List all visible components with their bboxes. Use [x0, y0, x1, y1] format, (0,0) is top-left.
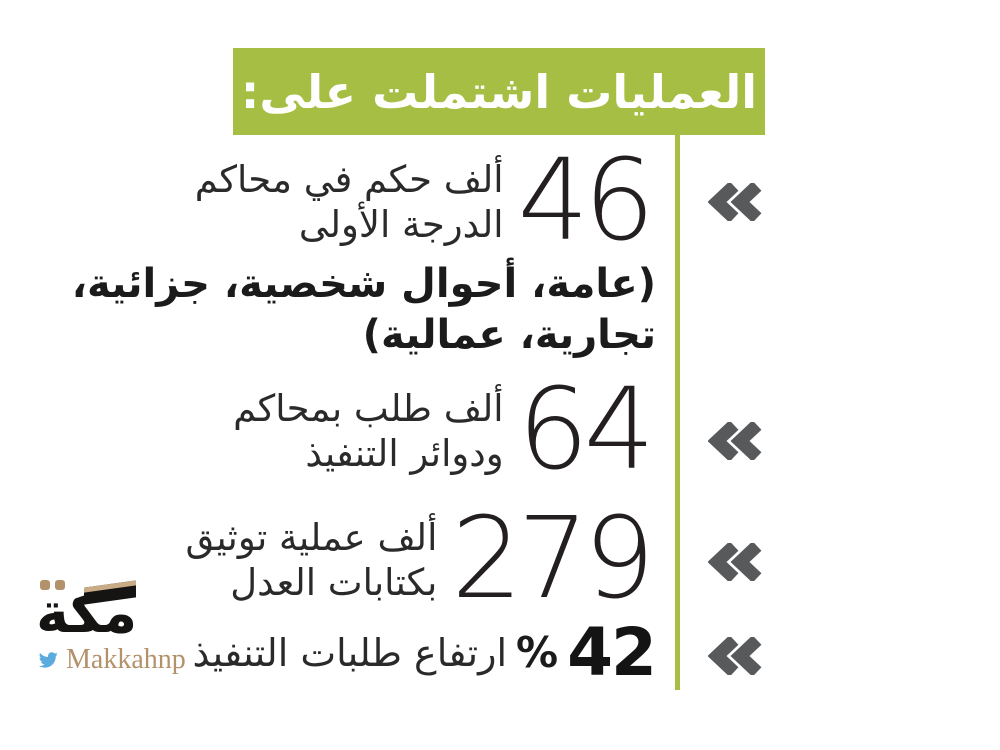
stat-label: ارتفاع طلبات التنفيذ [192, 631, 508, 675]
twitter-handle: Makkahnp [66, 644, 186, 675]
stat-row-increase: 42 % ارتفاع طلبات التنفيذ [192, 614, 657, 691]
double-chevron-icon [708, 637, 763, 675]
stat-value: 46 [517, 136, 655, 267]
page-title: العمليات اشتملت على: [240, 64, 758, 119]
stat-value: 279 [451, 494, 655, 625]
stat-row-courts: 46 ألف حكم في محاكم الدرجة الأولى [194, 136, 655, 267]
twitter-row: Makkahnp [36, 644, 186, 676]
stat-sublabel-court-types: (عامة، أحوال شخصية، جزائية، تجارية، عمال… [71, 261, 656, 358]
makkah-logo: مكة Makkahnp [36, 572, 216, 677]
stat-label: ألف حكم في محاكم الدرجة الأولى [194, 158, 504, 246]
logo-dot [55, 580, 65, 590]
percent-sign: % [516, 628, 559, 677]
double-chevron-icon [708, 543, 763, 581]
stat-label: ألف عملية توثيق بكتابات العدل [185, 516, 438, 604]
stat-value: 64 [517, 365, 655, 496]
stat-label: ألف طلب بمحاكم ودوائر التنفيذ [233, 387, 504, 475]
stat-row-notary: 279 ألف عملية توثيق بكتابات العدل [185, 494, 656, 625]
stat-value: 42 [567, 614, 657, 691]
title-bar: العمليات اشتملت على: [233, 48, 765, 135]
double-chevron-icon [708, 183, 763, 221]
double-chevron-icon [708, 422, 763, 460]
stat-row-enforcement-requests: 64 ألف طلب بمحاكم ودوائر التنفيذ [233, 365, 655, 496]
logo-dot [40, 580, 50, 590]
twitter-icon [38, 652, 58, 668]
vertical-divider [675, 135, 680, 690]
